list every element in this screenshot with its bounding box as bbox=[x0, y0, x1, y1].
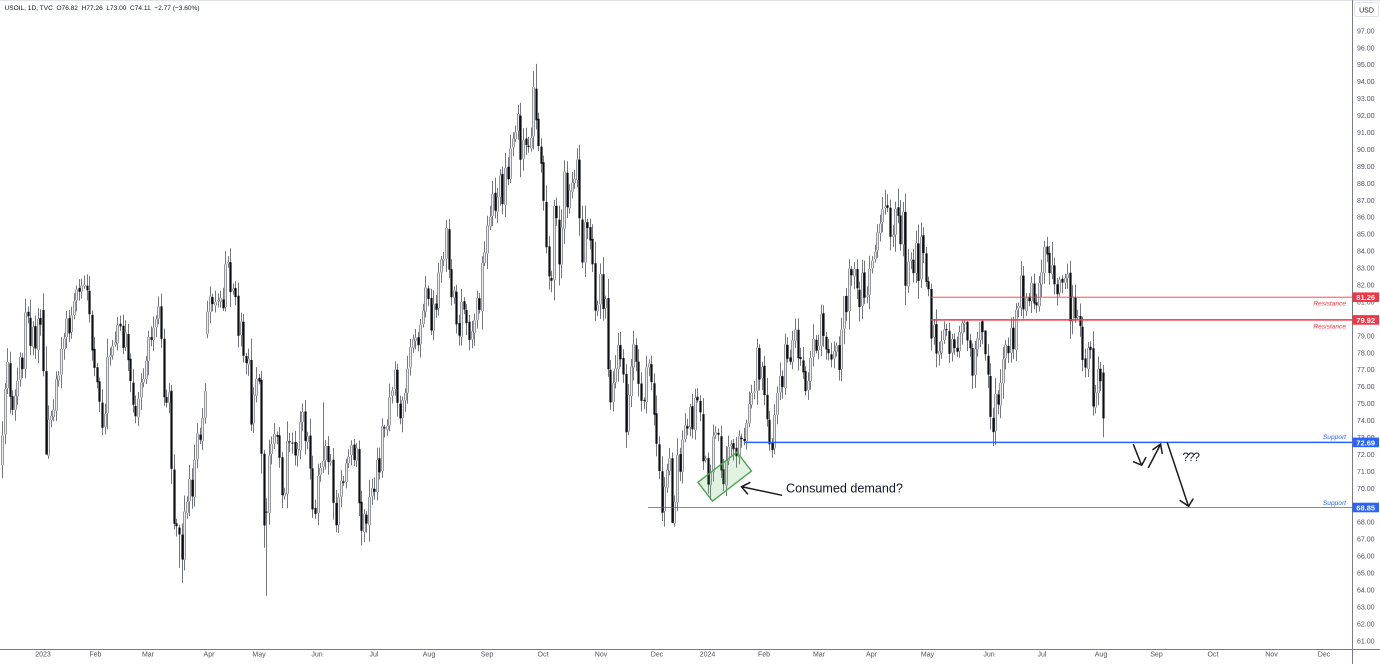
svg-text:Consumed demand?: Consumed demand? bbox=[786, 481, 903, 495]
svg-text:Resistance: Resistance bbox=[1313, 301, 1346, 308]
svg-text:79.00: 79.00 bbox=[1357, 333, 1375, 340]
svg-text:Resistance: Resistance bbox=[1313, 323, 1346, 330]
svg-text:64.00: 64.00 bbox=[1357, 588, 1375, 595]
svg-text:2023: 2023 bbox=[35, 652, 51, 659]
svg-text:94.00: 94.00 bbox=[1357, 79, 1375, 86]
svg-text:Sep: Sep bbox=[481, 652, 494, 659]
svg-text:92.00: 92.00 bbox=[1357, 113, 1375, 120]
svg-text:USD: USD bbox=[1359, 8, 1374, 15]
svg-text:97.00: 97.00 bbox=[1357, 28, 1375, 35]
svg-text:83.00: 83.00 bbox=[1357, 266, 1375, 273]
svg-text:86.00: 86.00 bbox=[1357, 215, 1375, 222]
svg-text:62.00: 62.00 bbox=[1357, 621, 1375, 628]
svg-text:Jun: Jun bbox=[311, 652, 322, 659]
svg-text:61.00: 61.00 bbox=[1357, 638, 1375, 645]
svg-text:85.00: 85.00 bbox=[1357, 232, 1375, 239]
svg-text:81.26: 81.26 bbox=[1356, 293, 1375, 302]
svg-text:May: May bbox=[252, 652, 266, 659]
svg-text:95.00: 95.00 bbox=[1357, 62, 1375, 69]
svg-text:76.00: 76.00 bbox=[1357, 384, 1375, 391]
svg-text:96.00: 96.00 bbox=[1357, 45, 1375, 52]
svg-text:???: ??? bbox=[1183, 450, 1201, 464]
svg-text:May: May bbox=[921, 652, 935, 659]
svg-text:82.00: 82.00 bbox=[1357, 283, 1375, 290]
svg-text:Jun: Jun bbox=[983, 652, 994, 659]
svg-text:66.00: 66.00 bbox=[1357, 554, 1375, 561]
svg-text:70.00: 70.00 bbox=[1357, 486, 1375, 493]
svg-text:75.00: 75.00 bbox=[1357, 401, 1375, 408]
svg-text:63.00: 63.00 bbox=[1357, 604, 1375, 611]
svg-text:Support: Support bbox=[1323, 500, 1347, 507]
svg-text:72.00: 72.00 bbox=[1357, 452, 1375, 459]
svg-text:Aug: Aug bbox=[423, 652, 436, 659]
svg-text:Dec: Dec bbox=[1318, 652, 1331, 659]
svg-text:Mar: Mar bbox=[142, 652, 155, 659]
svg-text:Support: Support bbox=[1323, 434, 1347, 441]
svg-text:68.85: 68.85 bbox=[1356, 504, 1375, 513]
svg-text:77.00: 77.00 bbox=[1357, 367, 1375, 374]
svg-text:Aug: Aug bbox=[1095, 652, 1108, 659]
svg-text:Oct: Oct bbox=[538, 652, 549, 659]
svg-text:71.00: 71.00 bbox=[1357, 469, 1375, 476]
svg-text:Nov: Nov bbox=[1265, 652, 1278, 659]
svg-text:Apr: Apr bbox=[204, 652, 216, 659]
svg-text:88.00: 88.00 bbox=[1357, 181, 1375, 188]
svg-text:67.00: 67.00 bbox=[1357, 537, 1375, 544]
svg-text:91.00: 91.00 bbox=[1357, 130, 1375, 137]
svg-text:Mar: Mar bbox=[813, 652, 826, 659]
svg-text:72.69: 72.69 bbox=[1356, 438, 1375, 447]
svg-text:Feb: Feb bbox=[89, 652, 101, 659]
svg-text:Oct: Oct bbox=[1208, 652, 1219, 659]
svg-text:78.00: 78.00 bbox=[1357, 350, 1375, 357]
svg-text:93.00: 93.00 bbox=[1357, 96, 1375, 103]
svg-text:68.00: 68.00 bbox=[1357, 520, 1375, 527]
svg-text:90.00: 90.00 bbox=[1357, 147, 1375, 154]
svg-text:Nov: Nov bbox=[595, 652, 608, 659]
svg-text:2024: 2024 bbox=[700, 652, 716, 659]
svg-text:Dec: Dec bbox=[651, 652, 664, 659]
svg-text:79.92: 79.92 bbox=[1356, 316, 1375, 325]
svg-text:USOIL, 1D, TVC O76.82 H77.26: USOIL, 1D, TVC O76.82 H77.26 L73.00 C74.… bbox=[5, 5, 200, 12]
svg-text:65.00: 65.00 bbox=[1357, 571, 1375, 578]
svg-text:Apr: Apr bbox=[866, 652, 878, 659]
svg-text:74.00: 74.00 bbox=[1357, 418, 1375, 425]
svg-text:Feb: Feb bbox=[758, 652, 770, 659]
svg-text:81.00: 81.00 bbox=[1357, 299, 1375, 306]
svg-text:Sep: Sep bbox=[1150, 652, 1163, 659]
svg-text:Jul: Jul bbox=[1038, 652, 1047, 659]
svg-text:84.00: 84.00 bbox=[1357, 249, 1375, 256]
svg-text:Jul: Jul bbox=[370, 652, 379, 659]
svg-text:89.00: 89.00 bbox=[1357, 164, 1375, 171]
svg-text:87.00: 87.00 bbox=[1357, 198, 1375, 205]
